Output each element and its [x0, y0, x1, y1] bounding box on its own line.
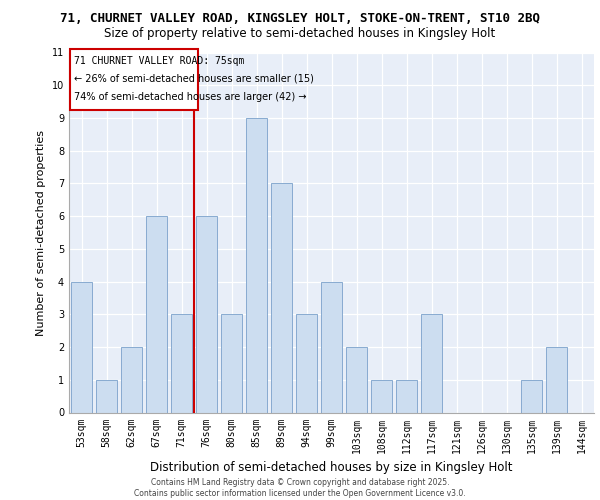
Bar: [96, 380, 117, 412]
Text: 74% of semi-detached houses are larger (42) →: 74% of semi-detached houses are larger (…: [74, 92, 307, 102]
Bar: [321, 282, 342, 412]
Bar: [421, 314, 442, 412]
Bar: [146, 216, 167, 412]
Bar: [196, 216, 217, 412]
Text: 71 CHURNET VALLEY ROAD: 75sqm: 71 CHURNET VALLEY ROAD: 75sqm: [74, 56, 244, 66]
Bar: [546, 347, 567, 412]
Bar: [271, 184, 292, 412]
Y-axis label: Number of semi-detached properties: Number of semi-detached properties: [37, 130, 46, 336]
Bar: [346, 347, 367, 412]
X-axis label: Distribution of semi-detached houses by size in Kingsley Holt: Distribution of semi-detached houses by …: [150, 461, 513, 474]
Bar: [521, 380, 542, 412]
Bar: [71, 282, 92, 412]
Bar: [371, 380, 392, 412]
Text: Contains HM Land Registry data © Crown copyright and database right 2025.
Contai: Contains HM Land Registry data © Crown c…: [134, 478, 466, 498]
Bar: [296, 314, 317, 412]
Bar: [121, 347, 142, 412]
Text: Size of property relative to semi-detached houses in Kingsley Holt: Size of property relative to semi-detach…: [104, 28, 496, 40]
Text: ← 26% of semi-detached houses are smaller (15): ← 26% of semi-detached houses are smalle…: [74, 74, 314, 84]
Bar: [171, 314, 192, 412]
Bar: [246, 118, 267, 412]
Bar: [221, 314, 242, 412]
Bar: [70, 49, 198, 110]
Bar: [396, 380, 417, 412]
Text: 71, CHURNET VALLEY ROAD, KINGSLEY HOLT, STOKE-ON-TRENT, ST10 2BQ: 71, CHURNET VALLEY ROAD, KINGSLEY HOLT, …: [60, 12, 540, 26]
